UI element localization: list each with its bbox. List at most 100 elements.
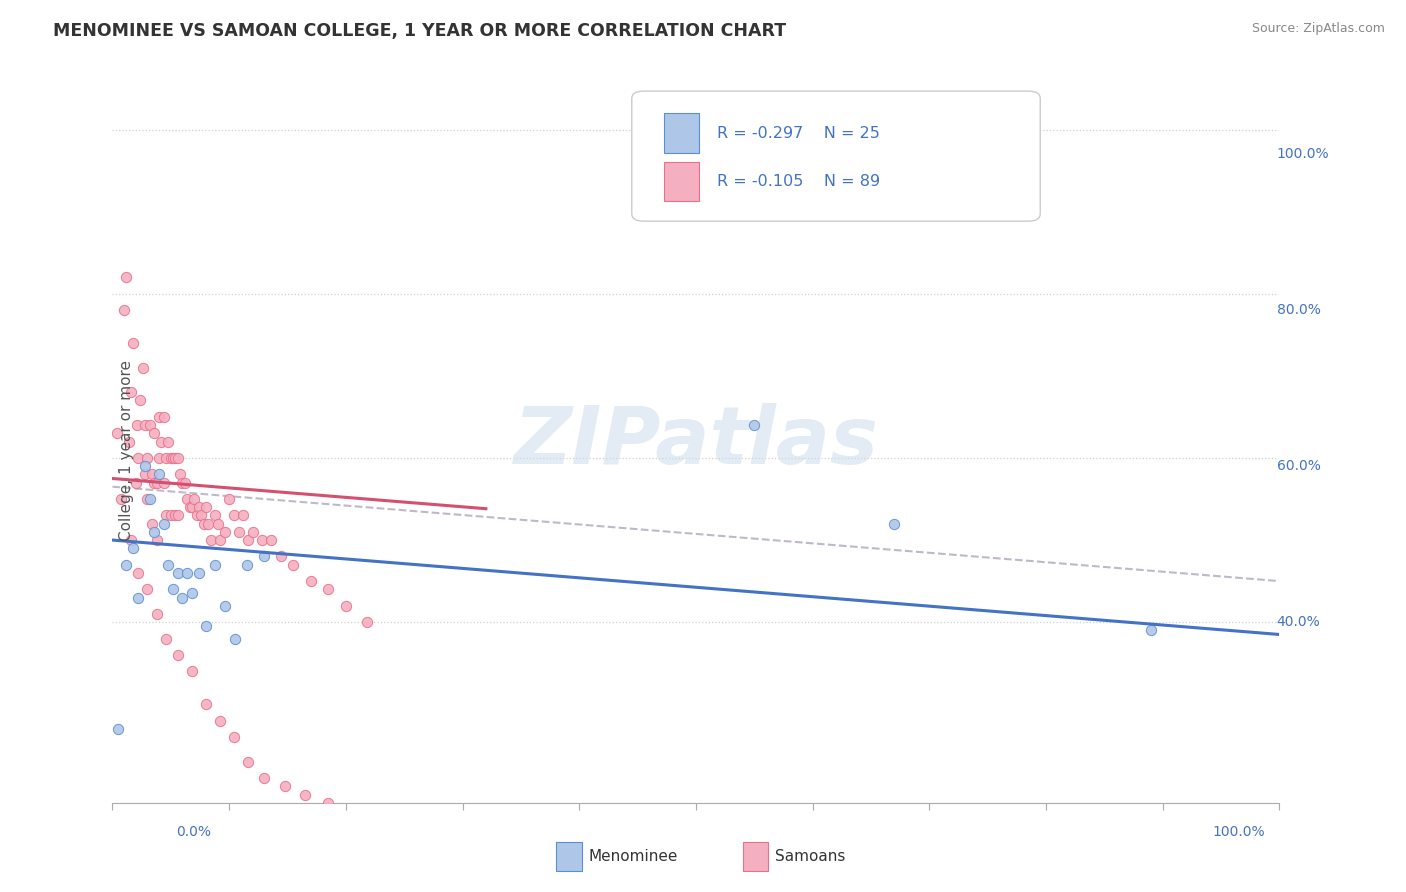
Point [359, 804, 381, 818]
Point [134, 459, 156, 474]
Point [136, 450, 159, 465]
Bar [665, 113, 699, 153]
Point [236, 755, 259, 769]
Point [134, 467, 156, 482]
Point [172, 475, 194, 490]
Point [187, 566, 209, 580]
Point [143, 475, 166, 490]
Point [172, 591, 194, 605]
Text: Source: ZipAtlas.com: Source: ZipAtlas.com [1251, 22, 1385, 36]
Point [253, 771, 276, 785]
Point [222, 730, 245, 744]
Point [186, 508, 208, 523]
Bar [555, 842, 582, 871]
Point [148, 409, 170, 424]
Point [155, 450, 177, 465]
Point [112, 303, 135, 318]
Point [160, 450, 183, 465]
Point [179, 500, 201, 515]
Point [173, 475, 195, 490]
Point [204, 508, 226, 523]
Point [1140, 624, 1163, 638]
Point [122, 541, 145, 556]
Point [148, 450, 170, 465]
Point [157, 434, 180, 449]
Point [127, 450, 149, 465]
Point [176, 491, 198, 506]
Point [187, 500, 209, 515]
Point [299, 574, 322, 588]
Point [166, 566, 188, 580]
Point [148, 467, 170, 482]
Point [146, 475, 169, 490]
Point [176, 566, 198, 580]
Point [110, 491, 132, 506]
Point [136, 491, 159, 506]
Point [127, 566, 149, 580]
Point [183, 491, 205, 506]
Point [204, 558, 226, 572]
Text: 100.0%: 100.0% [1213, 825, 1265, 839]
Point [169, 467, 191, 482]
Point [120, 533, 142, 547]
Point [294, 788, 316, 802]
Point [143, 524, 166, 539]
Point [232, 508, 254, 523]
Point [603, 821, 626, 835]
Point [318, 796, 340, 810]
Point [208, 533, 231, 547]
Text: 80.0%: 80.0% [1277, 303, 1320, 317]
Point [105, 426, 128, 441]
Point [218, 491, 240, 506]
Point [141, 516, 163, 531]
Point [197, 516, 219, 531]
Point [129, 393, 152, 408]
Point [194, 698, 217, 712]
Point [194, 619, 217, 633]
Point [222, 508, 245, 523]
Point [235, 558, 257, 572]
Point [153, 516, 176, 531]
Text: MENOMINEE VS SAMOAN COLLEGE, 1 YEAR OR MORE CORRELATION CHART: MENOMINEE VS SAMOAN COLLEGE, 1 YEAR OR M… [53, 22, 786, 40]
Point [335, 599, 357, 613]
Point [143, 426, 166, 441]
Point [180, 500, 202, 515]
Point [270, 549, 292, 564]
Point [274, 780, 297, 794]
Bar [742, 842, 768, 871]
Point [242, 524, 264, 539]
Point [190, 508, 212, 523]
Point [207, 516, 229, 531]
Point [157, 558, 180, 572]
Point [194, 500, 217, 515]
Point [166, 508, 188, 523]
Text: 60.0%: 60.0% [1277, 459, 1320, 473]
Point [318, 582, 340, 597]
Point [125, 418, 148, 433]
Point [356, 615, 378, 630]
Point [162, 450, 184, 465]
Point [139, 491, 162, 506]
Point [193, 516, 215, 531]
Point [150, 434, 173, 449]
Text: 40.0%: 40.0% [1277, 615, 1320, 629]
FancyBboxPatch shape [631, 91, 1040, 221]
Point [883, 516, 905, 531]
Point [120, 385, 142, 400]
Text: Menominee: Menominee [589, 849, 678, 863]
Point [153, 475, 176, 490]
Point [224, 632, 246, 646]
Text: ZIPatlas: ZIPatlas [513, 402, 879, 481]
Point [155, 508, 177, 523]
Point [166, 648, 188, 662]
Point [468, 812, 491, 826]
Point [127, 591, 149, 605]
Text: College, 1 year or more: College, 1 year or more [120, 360, 134, 541]
Point [283, 558, 305, 572]
Point [214, 599, 236, 613]
Point [132, 360, 155, 375]
Point [180, 586, 202, 600]
Point [153, 409, 176, 424]
Point [141, 467, 163, 482]
Point [260, 533, 283, 547]
